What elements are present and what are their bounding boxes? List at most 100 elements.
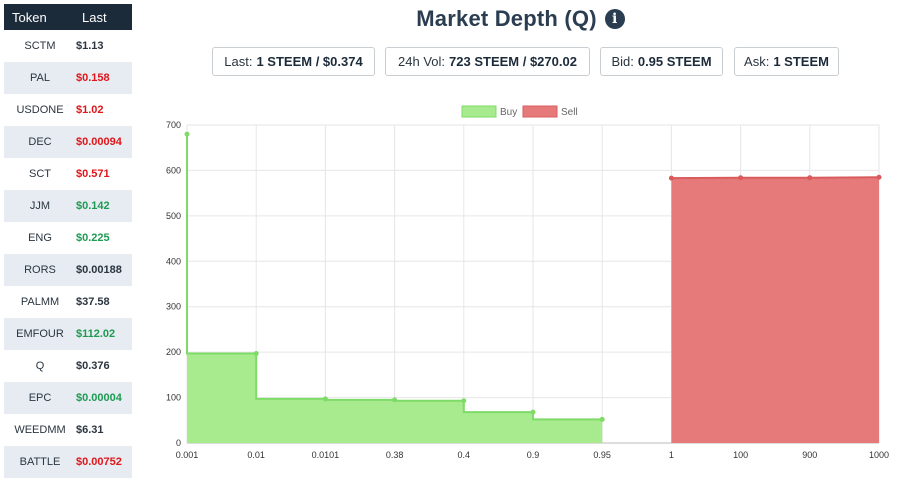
y-tick-label: 100 [166, 393, 181, 403]
market-depth-chart: 0 100 200 300 400 500 600 700 0.001 0.01 0.0101 0.3… [140, 96, 901, 474]
market-stats: Last: 1 STEEM / $0.374 24h Vol: 723 STEE… [0, 47, 901, 76]
last-price-pill: Last: 1 STEEM / $0.374 [212, 47, 375, 76]
last-price-value: 1 STEEM / $0.374 [256, 54, 363, 69]
token-symbol: RORS [24, 264, 56, 276]
token-row[interactable]: USDONE $1.02 [4, 94, 132, 126]
token-symbol: USDONE [16, 104, 64, 116]
column-header-last[interactable]: Last [82, 9, 107, 25]
legend-label-buy: Buy [500, 107, 517, 118]
sell-point [738, 175, 744, 181]
volume-pill: 24h Vol: 723 STEEM / $270.02 [385, 47, 590, 76]
buy-point [253, 351, 259, 357]
token-symbol: EMFOUR [16, 328, 64, 340]
token-row[interactable]: PAL $0.158 [4, 62, 132, 94]
ask-pill: Ask: 1 STEEM [734, 47, 839, 76]
sell-point [807, 175, 813, 181]
token-row[interactable]: RORS $0.00188 [4, 254, 132, 286]
x-tick-label: 900 [802, 450, 817, 460]
buy-point [599, 416, 605, 422]
x-tick-label: 0.95 [593, 450, 611, 460]
page-title: Market Depth (Q) [416, 6, 597, 31]
sell-point [876, 174, 882, 180]
token-table: Token Last SCTM $1.13 PAL $0.158 USDONE $1.02… [4, 4, 132, 478]
x-tick-label: 0.001 [176, 450, 199, 460]
token-rows: SCTM $1.13 PAL $0.158 USDONE $1.02 DEC $0.00094… [4, 30, 132, 478]
token-symbol: JJM [29, 200, 51, 212]
token-row[interactable]: SCTM $1.13 [4, 30, 132, 62]
token-row[interactable]: DEC $0.00094 [4, 126, 132, 158]
ask-value: 1 STEEM [773, 54, 829, 69]
token-last-price: $0.158 [76, 72, 110, 84]
token-row[interactable]: JJM $0.142 [4, 190, 132, 222]
y-tick-label: 500 [166, 211, 181, 221]
y-tick-label: 400 [166, 256, 181, 266]
buy-point [530, 409, 536, 415]
last-price-label: Last: [224, 54, 253, 69]
legend-label-sell: Sell [561, 107, 578, 118]
token-last-price: $0.376 [76, 360, 110, 372]
token-symbol: BATTLE [19, 456, 61, 468]
volume-value: 723 STEEM / $270.02 [449, 54, 577, 69]
token-symbol: SCT [29, 168, 51, 180]
x-tick-label: 1 [669, 450, 674, 460]
token-last-price: $0.571 [76, 168, 110, 180]
token-last-price: $1.02 [76, 104, 104, 116]
info-icon[interactable]: i [604, 9, 625, 29]
token-table-header: Token Last [4, 4, 132, 30]
x-tick-label: 0.38 [386, 450, 404, 460]
token-symbol: WEEDMM [14, 424, 66, 436]
token-last-price: $6.31 [76, 424, 104, 436]
token-row[interactable]: BATTLE $0.00752 [4, 446, 132, 478]
legend-swatch-buy [461, 105, 497, 118]
buy-area [187, 134, 603, 444]
column-header-token[interactable]: Token [12, 9, 47, 25]
y-tick-label: 300 [166, 302, 181, 312]
legend-swatch-sell [522, 105, 558, 118]
token-last-price: $0.00188 [76, 264, 122, 276]
buy-point [184, 131, 190, 137]
bid-pill: Bid: 0.95 STEEM [600, 47, 723, 76]
x-tick-label: 1000 [869, 450, 889, 460]
token-symbol: PALMM [20, 296, 60, 308]
token-last-price: $112.02 [76, 328, 116, 340]
token-symbol: PAL [30, 72, 50, 84]
token-last-price: $0.00004 [76, 392, 122, 404]
y-tick-label: 700 [166, 120, 181, 130]
volume-label: 24h Vol: [398, 54, 446, 69]
token-last-price: $0.00094 [76, 136, 122, 148]
token-row[interactable]: EMFOUR $112.02 [4, 318, 132, 350]
depth-chart-svg: 0 100 200 300 400 500 600 700 0.001 0.01 0.0101 0.3… [166, 105, 889, 460]
token-row[interactable]: Q $0.376 [4, 350, 132, 382]
token-last-price: $0.142 [76, 200, 110, 212]
token-row[interactable]: SCT $0.571 [4, 158, 132, 190]
token-symbol: DEC [28, 136, 52, 148]
sell-area [671, 177, 879, 443]
x-tick-label: 0.9 [527, 450, 540, 460]
sell-point [668, 175, 674, 181]
y-tick-label: 0 [176, 438, 181, 448]
ask-label: Ask: [744, 54, 770, 69]
buy-point [461, 398, 467, 404]
token-symbol: EPC [28, 392, 52, 404]
token-symbol: SCTM [24, 40, 56, 52]
token-symbol: Q [35, 360, 45, 372]
token-last-price: $1.13 [76, 40, 104, 52]
bid-label: Bid: [611, 54, 634, 69]
x-tick-label: 0.0101 [312, 450, 340, 460]
token-last-price: $0.00752 [76, 456, 122, 468]
token-last-price: $0.225 [76, 232, 110, 244]
token-row[interactable]: WEEDMM $6.31 [4, 414, 132, 446]
sell-line [671, 176, 880, 180]
x-tick-label: 100 [733, 450, 748, 460]
y-tick-label: 200 [166, 347, 181, 357]
token-last-price: $37.58 [76, 296, 110, 308]
token-row[interactable]: EPC $0.00004 [4, 382, 132, 414]
buy-point [392, 397, 398, 403]
x-tick-label: 0.01 [247, 450, 265, 460]
x-tick-label: 0.4 [458, 450, 471, 460]
token-row[interactable]: ENG $0.225 [4, 222, 132, 254]
bid-value: 0.95 STEEM [637, 54, 712, 69]
token-row[interactable]: PALMM $37.58 [4, 286, 132, 318]
title-bar: Market Depth (Q) i [140, 4, 901, 34]
y-tick-label: 600 [166, 165, 181, 175]
